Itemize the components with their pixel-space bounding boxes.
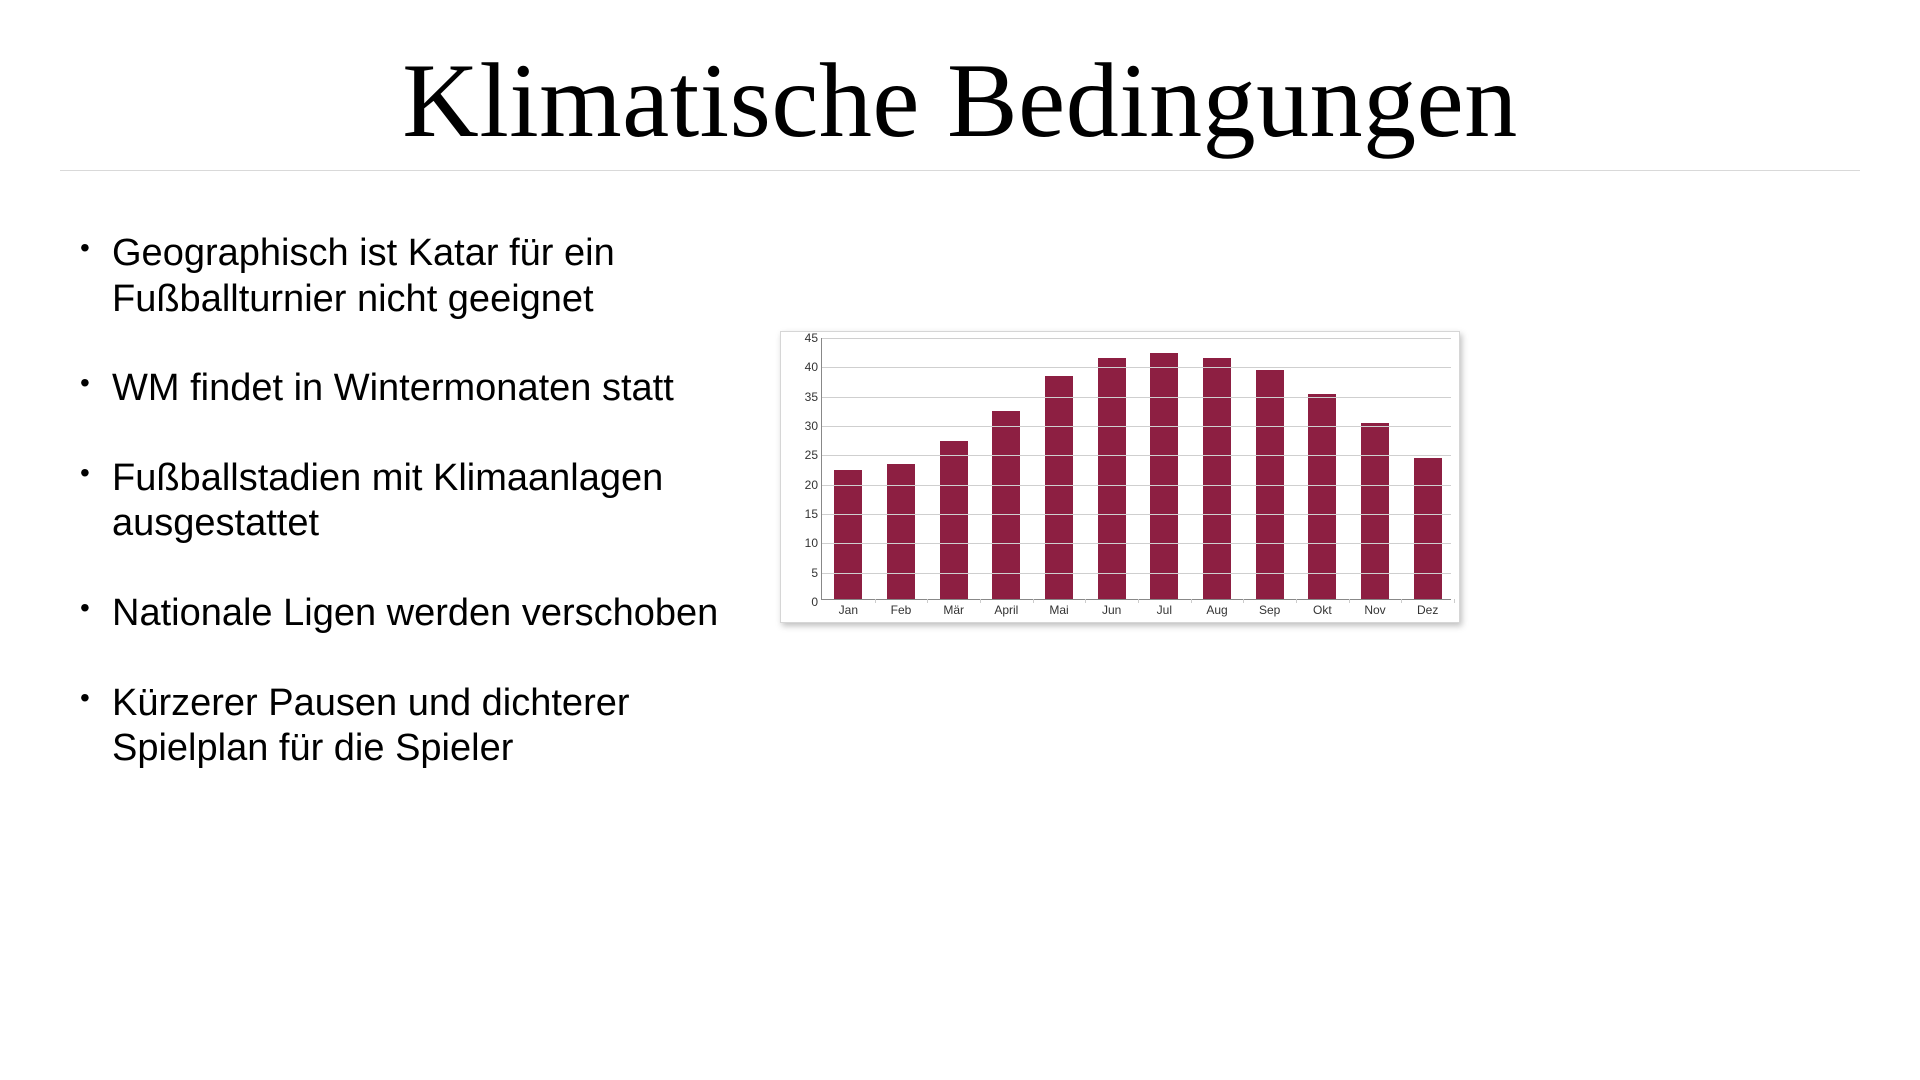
chart-x-label: Sep	[1259, 603, 1280, 617]
chart-y-label: 10	[792, 536, 818, 550]
chart-bar	[1203, 358, 1231, 599]
chart-x-label: Nov	[1364, 603, 1385, 617]
bullet-item: Kürzerer Pausen und dichterer Spielplan …	[80, 681, 760, 772]
chart-bar	[1045, 376, 1073, 599]
chart-plot-area: 051015202530354045JanFebMärAprilMaiJunJu…	[821, 338, 1451, 600]
chart-y-label: 5	[792, 566, 818, 580]
chart-gridline	[822, 485, 1451, 486]
chart-gridline	[822, 338, 1451, 339]
chart-bars	[822, 338, 1451, 599]
chart-x-label: Jul	[1157, 603, 1172, 617]
bullet-item: Nationale Ligen werden verschoben	[80, 591, 760, 637]
chart-x-tick	[1191, 599, 1192, 603]
chart-x-tick	[1138, 599, 1139, 603]
bullet-item: Fußballstadien mit Klimaanlagen ausgesta…	[80, 456, 760, 547]
chart-gridline	[822, 573, 1451, 574]
chart-y-label: 20	[792, 478, 818, 492]
chart-x-label: Feb	[891, 603, 912, 617]
chart-x-label: Okt	[1313, 603, 1332, 617]
chart-bar	[940, 441, 968, 599]
bullet-item: Geographisch ist Katar für ein Fußballtu…	[80, 231, 760, 322]
bullet-list: Geographisch ist Katar für ein Fußballtu…	[60, 231, 760, 816]
chart-x-label: Jan	[839, 603, 858, 617]
chart-gridline	[822, 397, 1451, 398]
chart-x-tick	[1243, 599, 1244, 603]
chart-x-label: Jun	[1102, 603, 1121, 617]
chart-gridline	[822, 367, 1451, 368]
chart-x-tick	[1454, 599, 1455, 603]
chart-x-label: Mär	[943, 603, 964, 617]
chart-gridline	[822, 426, 1451, 427]
chart-x-label: April	[994, 603, 1018, 617]
slide-title: Klimatische Bedingungen	[60, 40, 1860, 170]
chart-bar	[834, 470, 862, 599]
chart-x-tick	[1033, 599, 1034, 603]
chart-y-label: 35	[792, 390, 818, 404]
bullet-item: WM findet in Wintermonaten statt	[80, 366, 760, 412]
chart-gridline	[822, 514, 1451, 515]
chart-y-label: 0	[792, 595, 818, 609]
chart-x-label: Dez	[1417, 603, 1438, 617]
chart-x-tick	[1296, 599, 1297, 603]
chart-x-tick	[1349, 599, 1350, 603]
chart-x-tick	[927, 599, 928, 603]
chart-x-tick	[875, 599, 876, 603]
chart-bar	[1150, 353, 1178, 599]
chart-y-label: 15	[792, 507, 818, 521]
chart-container: 0 5 10 15 20 25 30 35 40 45 Jan Feb Mär April Mai Jun Ju…	[760, 231, 1860, 623]
chart-x-tick	[980, 599, 981, 603]
chart-bar	[992, 411, 1020, 599]
chart-x-tick	[1401, 599, 1402, 603]
temperature-bar-chart: 0 5 10 15 20 25 30 35 40 45 Jan Feb Mär April Mai Jun Ju…	[780, 331, 1460, 623]
chart-y-label: 40	[792, 360, 818, 374]
chart-y-label: 30	[792, 419, 818, 433]
chart-bar	[1414, 458, 1442, 599]
chart-gridline	[822, 455, 1451, 456]
chart-bar	[1308, 394, 1336, 599]
slide: Klimatische Bedingungen Geographisch ist…	[0, 0, 1920, 1080]
title-divider	[60, 170, 1860, 171]
content-row: Geographisch ist Katar für ein Fußballtu…	[60, 231, 1860, 816]
chart-x-tick	[1085, 599, 1086, 603]
chart-bar	[1098, 358, 1126, 599]
chart-y-label: 25	[792, 448, 818, 462]
chart-y-label: 45	[792, 331, 818, 345]
chart-gridline	[822, 543, 1451, 544]
chart-x-label: Mai	[1049, 603, 1068, 617]
chart-x-label: Aug	[1206, 603, 1227, 617]
